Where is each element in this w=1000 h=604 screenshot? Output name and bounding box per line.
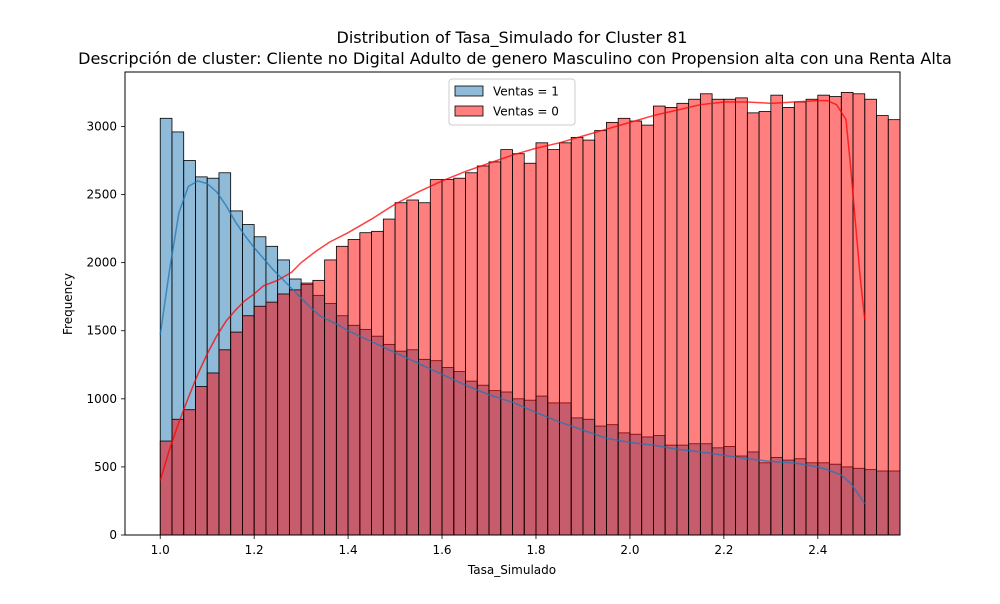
bar-ventas-0-26 xyxy=(465,172,478,536)
bar-ventas-0-33 xyxy=(547,149,560,536)
bar-ventas-0-25 xyxy=(453,177,466,536)
bar-ventas-0-24 xyxy=(441,179,455,536)
bar-ventas-0-62 xyxy=(887,119,901,536)
bar-ventas-0-49 xyxy=(735,97,748,536)
bar-ventas-0-8 xyxy=(253,305,267,536)
bar-ventas-0-11 xyxy=(288,289,302,536)
bar-ventas-0-37 xyxy=(594,130,607,536)
bar-ventas-0-35 xyxy=(570,136,584,536)
bar-ventas-0-19 xyxy=(382,218,396,536)
bar-ventas-0-61 xyxy=(876,115,889,536)
bar-ventas-0-28 xyxy=(488,161,502,536)
y-tick-label-1: 500 xyxy=(94,460,117,474)
bar-ventas-0-32 xyxy=(535,142,549,536)
legend: Ventas = 1 Ventas = 0 xyxy=(448,78,576,126)
bar-ventas-0-9 xyxy=(265,301,279,536)
bar-ventas-0-50 xyxy=(746,112,760,536)
bar-ventas-0-16 xyxy=(347,239,361,536)
x-tick-label-0: 1.0 xyxy=(151,543,170,557)
bar-ventas-0-45 xyxy=(688,98,701,536)
bar-ventas-0-51 xyxy=(758,111,772,536)
bar-ventas-0-44 xyxy=(676,102,690,536)
bar-ventas-0-40 xyxy=(629,120,643,536)
bar-ventas-0-59 xyxy=(852,93,866,536)
plot-frame xyxy=(124,71,901,536)
bar-ventas-0-38 xyxy=(606,121,619,536)
bar-ventas-0-18 xyxy=(371,230,384,536)
x-axis: 1.0 1.2 1.4 1.6 1.8 2.0 2.2 2.4 xyxy=(151,535,827,557)
x-tick-label-3: 1.6 xyxy=(432,543,451,557)
legend-label-ventas-0: Ventas = 0 xyxy=(493,105,559,119)
x-tick-label-7: 2.4 xyxy=(808,543,827,557)
bar-ventas-0-46 xyxy=(699,93,713,536)
bar-ventas-0-36 xyxy=(582,139,596,536)
bar-ventas-0-58 xyxy=(840,92,854,536)
y-tick-label-0: 0 xyxy=(109,528,117,542)
bar-ventas-0-14 xyxy=(324,259,337,536)
bar-ventas-0-6 xyxy=(230,331,243,536)
y-axis: 0 500 1000 1500 2000 2500 3000 xyxy=(86,119,125,542)
y-tick-label-6: 3000 xyxy=(86,119,117,133)
bar-ventas-0-41 xyxy=(641,124,654,536)
bar-ventas-0-27 xyxy=(476,165,490,536)
y-tick-label-3: 1500 xyxy=(86,324,117,338)
bar-ventas-0-17 xyxy=(359,232,372,536)
legend-swatch-ventas-0 xyxy=(454,105,484,117)
x-tick-label-1: 1.2 xyxy=(245,543,264,557)
x-axis-label: Tasa_Simulado xyxy=(467,563,556,577)
y-tick-label-5: 2500 xyxy=(86,188,117,202)
bar-ventas-0-52 xyxy=(770,94,783,536)
x-tick-label-5: 2.0 xyxy=(620,543,639,557)
bar-ventas-0-13 xyxy=(312,279,326,536)
bar-ventas-0-5 xyxy=(218,349,232,536)
bar-ventas-0-48 xyxy=(723,98,737,536)
y-tick-label-4: 2000 xyxy=(86,256,117,270)
bar-ventas-0-31 xyxy=(523,162,537,536)
kde-curves xyxy=(159,99,866,505)
bar-ventas-0-55 xyxy=(805,98,819,536)
bar-ventas-0-42 xyxy=(653,105,666,536)
bar-ventas-0-15 xyxy=(335,245,349,536)
bars-ventas-0 xyxy=(159,92,901,536)
bar-ventas-0-21 xyxy=(406,199,419,536)
chart-title: Distribution of Tasa_Simulado for Cluste… xyxy=(337,28,688,48)
bar-ventas-0-53 xyxy=(782,107,795,536)
bar-ventas-0-60 xyxy=(864,98,877,536)
y-tick-label-2: 1000 xyxy=(86,392,117,406)
bar-ventas-0-0 xyxy=(159,440,173,536)
kde-line-ventas-1 xyxy=(159,180,866,505)
y-axis-label: Frequency xyxy=(61,273,75,335)
x-tick-label-4: 1.8 xyxy=(526,543,545,557)
bar-ventas-0-34 xyxy=(559,142,572,536)
kde-line-ventas-0 xyxy=(159,99,866,481)
legend-label-ventas-1: Ventas = 1 xyxy=(493,85,559,99)
bar-ventas-0-54 xyxy=(793,101,807,536)
legend-swatch-ventas-1 xyxy=(454,85,484,97)
x-tick-label-6: 2.2 xyxy=(714,543,733,557)
bar-ventas-0-4 xyxy=(206,372,220,536)
x-tick-label-2: 1.4 xyxy=(339,543,358,557)
bar-ventas-0-20 xyxy=(394,202,408,536)
bar-ventas-0-12 xyxy=(300,282,314,536)
bar-ventas-0-10 xyxy=(277,293,290,536)
bar-ventas-0-43 xyxy=(664,107,678,536)
bar-ventas-0-23 xyxy=(429,179,443,536)
bar-ventas-0-7 xyxy=(242,315,255,536)
bar-ventas-0-57 xyxy=(829,96,842,536)
bar-ventas-0-29 xyxy=(500,149,513,536)
chart-subtitle: Descripción de cluster: Cliente no Digit… xyxy=(78,49,952,68)
bar-ventas-0-30 xyxy=(512,153,525,536)
bar-ventas-0-47 xyxy=(711,98,725,536)
bar-ventas-0-39 xyxy=(617,117,631,536)
bar-ventas-0-2 xyxy=(183,409,196,536)
bar-ventas-0-3 xyxy=(195,386,208,536)
